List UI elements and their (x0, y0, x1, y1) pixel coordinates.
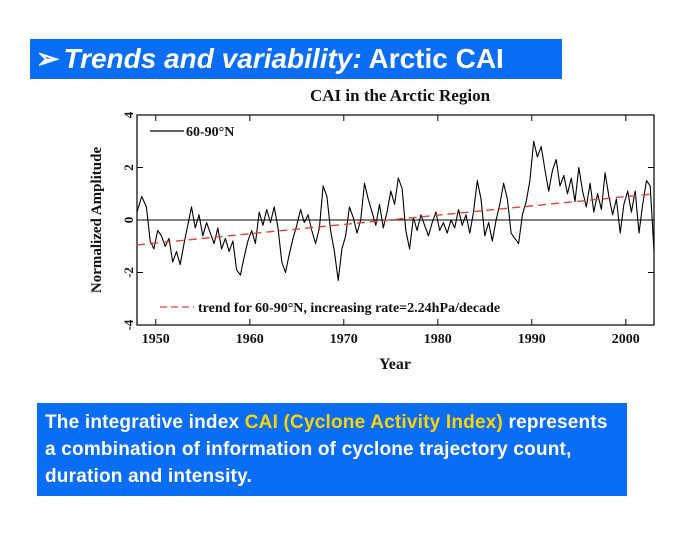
x-axis-label: Year (379, 356, 411, 373)
x-tick-label: 1990 (518, 332, 546, 347)
legend-series-1: 60-90°N (150, 125, 234, 140)
info-text-before: The integrative index (45, 412, 240, 433)
series-layer (136, 140, 655, 281)
title-rest-part: Arctic CAI (368, 43, 504, 74)
y-axis-label: Normalized Amplitude (89, 147, 105, 294)
series-line-1 (136, 140, 655, 281)
info-text-after: represents a combination of information … (45, 412, 608, 487)
legend-label-series-1: 60-90°N (186, 125, 234, 140)
x-tick-label: 1970 (330, 332, 358, 347)
info-box: The integrative index CAI (Cyclone Activ… (37, 403, 627, 496)
cai-chart: CAI in the Arctic Region -4 -2 0 2 4 1950 196… (89, 86, 655, 373)
chart-container: CAI in the Arctic Region -4 -2 0 2 4 1950 196… (0, 80, 700, 380)
legend-series-2: trend for 60-90°N, increasing rate=2.24h… (160, 301, 500, 316)
legend-label-series-2: trend for 60-90°N, increasing rate=2.24h… (198, 301, 500, 316)
y-tick-label: 4 (121, 111, 136, 118)
y-tick-label: -4 (121, 319, 136, 330)
y-axis: -4 -2 0 2 4 (121, 111, 654, 330)
y-tick-label: -2 (121, 267, 136, 278)
x-tick-label: 2000 (612, 332, 640, 347)
x-tick-label: 1960 (236, 332, 264, 347)
info-highlight: CAI (Cyclone Activity Index) (244, 412, 504, 433)
x-axis: 1950 1960 1970 1980 1990 2000 (142, 115, 640, 347)
x-tick-label: 1950 (142, 332, 170, 347)
y-tick-label: 2 (121, 164, 136, 171)
bullet-arrow-icon: ➢ (36, 43, 60, 74)
series-line-2 (136, 193, 655, 246)
chart-title: CAI in the Arctic Region (310, 86, 491, 105)
title-italic-part: Trends and variability: (63, 43, 362, 74)
slide-title-banner: ➢ Trends and variability: Arctic CAI (30, 39, 562, 79)
x-tick-label: 1980 (424, 332, 452, 347)
y-tick-label: 0 (121, 217, 136, 224)
